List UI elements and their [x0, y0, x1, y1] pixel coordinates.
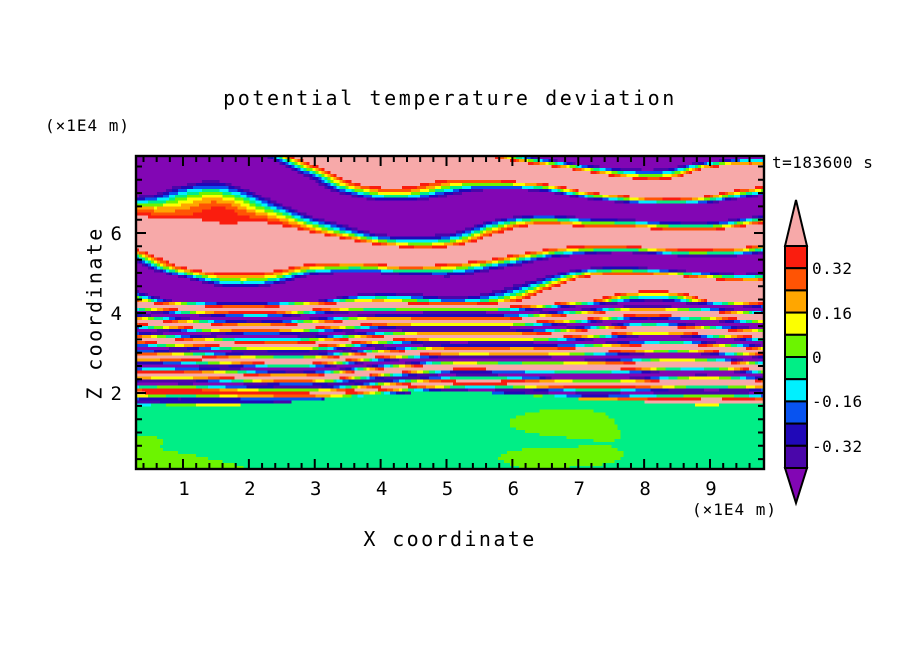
- colorbar-label-0: 0: [812, 348, 823, 367]
- chart-title: potential temperature deviation: [223, 86, 677, 110]
- x-axis-unit-label: (×1E4 m): [691, 500, 777, 519]
- x-tick-label-2: 2: [244, 478, 256, 500]
- x-tick-label-5: 5: [441, 478, 454, 500]
- x-tick-label-9: 9: [705, 478, 717, 500]
- colorbar-cell--0.08..0: [784, 356, 808, 381]
- colorbar-cell-0.24..0.32: [784, 267, 808, 292]
- colorbar-over-arrow: [783, 199, 809, 247]
- colorbar-cell--0.16..-0.08: [784, 378, 808, 403]
- z-tick-label-2: 2: [110, 383, 122, 405]
- contour-field-canvas: [136, 156, 764, 469]
- colorbar-cell--0.32..-0.24: [784, 422, 808, 447]
- colorbar-cell-0.32..0.40: [784, 245, 808, 270]
- colorbar-label--0.16: -0.16: [812, 392, 863, 412]
- colorbar-label-0.32: 0.32: [812, 259, 853, 279]
- x-tick-label-3: 3: [310, 478, 322, 500]
- colorbar-cell-0.16..0.24: [784, 289, 808, 314]
- x-tick-label-6: 6: [507, 478, 520, 500]
- z-tick-label-6: 6: [110, 223, 122, 245]
- colorbar-under-arrow: [783, 467, 809, 507]
- plot-border: [134, 154, 766, 471]
- x-tick-label-4: 4: [375, 478, 388, 500]
- colorbar: [783, 199, 809, 507]
- z-tick-label-4: 4: [110, 303, 122, 325]
- colorbar-cell-0..0.08: [784, 333, 808, 359]
- colorbar-label-0.16: 0.16: [812, 303, 853, 323]
- colorbar-label--0.32: -0.32: [812, 436, 863, 456]
- x-axis-title: X coordinate: [363, 527, 537, 551]
- z-axis-unit-label: (×1E4 m): [45, 116, 131, 135]
- colorbar-cell-0.08..0.16: [784, 311, 808, 336]
- x-tick-label-1: 1: [178, 478, 190, 500]
- colorbar-cell--0.24..-0.16: [784, 400, 808, 425]
- x-tick-label-8: 8: [639, 478, 651, 500]
- x-tick-label-7: 7: [573, 478, 585, 500]
- plot-frame-and-ticks: [134, 154, 766, 471]
- timestamp-label: t=183600 s: [772, 153, 874, 172]
- axis-tick-marks: [137, 157, 763, 468]
- colorbar-cell--0.40..-0.32: [784, 444, 808, 470]
